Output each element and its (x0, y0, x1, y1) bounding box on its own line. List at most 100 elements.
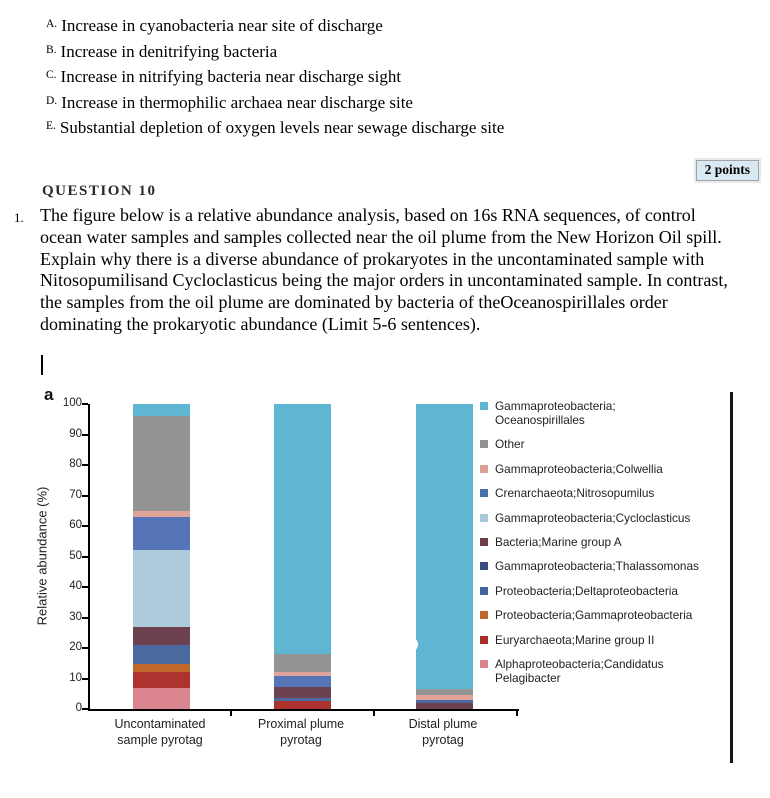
option-letter: C. (46, 69, 57, 82)
bar-segment (416, 699, 473, 704)
option-text: Increase in cyanobacteria near site of d… (61, 16, 383, 35)
legend-item: Crenarchaeota;Nitrosopumilus (480, 486, 736, 501)
bar-segment (274, 701, 331, 709)
option-letter: A. (46, 18, 58, 30)
bar-segment (274, 404, 331, 655)
bar-segment (133, 416, 190, 511)
answer-option-a: A. Increase in cyanobacteria near site of… (46, 16, 504, 42)
legend-label: Alphaproteobacteria;Candidatus Pelagibac… (495, 656, 664, 685)
bar-segment (133, 664, 190, 673)
plot-area (88, 404, 519, 711)
white-dot-artifact (403, 637, 418, 652)
option-letter: E. (46, 120, 56, 133)
legend-color-marker (480, 402, 488, 410)
answer-option-b: B. Increase in denitrifying bacteria (46, 42, 504, 68)
y-tick-label: 90 (69, 427, 82, 440)
y-tick-label: 80 (69, 458, 82, 470)
legend-item: Proteobacteria;Gammaproteobacteria (480, 608, 736, 623)
legend-color-marker (480, 537, 488, 546)
abundance-chart: a Relative abundance (%) 0 10 20 30 40 50 60 70… (0, 384, 770, 784)
bar-segment (133, 688, 190, 709)
legend-item: Gammaproteobacteria;Cycloclasticus (480, 510, 736, 526)
legend-item: Proteobacteria;Deltaproteobacteria (480, 583, 736, 599)
option-text: Increase in thermophilic archaea near di… (61, 92, 413, 112)
legend-label: Gammaproteobacteria; Oceanospirillales (495, 399, 616, 427)
y-tick-label: 20 (69, 641, 82, 653)
y-tick-label: 30 (69, 610, 82, 623)
bar-segment (416, 695, 473, 700)
legend-item: Alphaproteobacteria;Candidatus Pelagibac… (480, 656, 736, 686)
stacked-bar (416, 404, 473, 709)
bar-segment (274, 654, 331, 673)
legend-label: Gammaproteobacteria;Cycloclasticus (495, 510, 691, 525)
legend-label: Euryarchaeota;Marine group II (495, 632, 655, 647)
bar-segment (133, 626, 190, 645)
y-tick-mark (82, 494, 88, 497)
answer-option-d: D. Increase in thermophilic archaea near … (46, 93, 504, 119)
legend-item: Gammaproteobacteria;Thalassomonas (480, 559, 736, 574)
legend-color-marker (480, 489, 488, 498)
bar-segment (133, 516, 190, 551)
y-tick-mark (82, 586, 88, 588)
y-tick-mark (82, 555, 88, 558)
y-tick-label: 50 (69, 549, 82, 562)
answer-option-e: E. Substantial depletion of oxygen levels… (46, 118, 504, 144)
bar-segment (274, 687, 331, 698)
legend-color-marker (480, 586, 488, 595)
option-letter: B. (46, 43, 57, 56)
legend-color-marker (480, 440, 488, 449)
legend-color-marker (480, 635, 488, 644)
legend-color-marker (480, 562, 488, 571)
question-text: The figure below is a relative abundance… (40, 205, 728, 334)
bar-segment (133, 644, 190, 665)
answer-options-list: A. Increase in cyanobacteria near site of… (46, 16, 504, 144)
bar-segment (416, 689, 473, 696)
category-label: Distal plume pyrotag (408, 717, 478, 747)
points-badge: 2 points (695, 160, 759, 181)
bar-segment (133, 404, 190, 417)
y-tick-mark (82, 647, 88, 649)
legend-label: Bacteria;Marine group A (495, 534, 622, 549)
legend-item: Other (480, 437, 736, 452)
y-tick-label: 60 (69, 519, 82, 531)
legend-color-marker (480, 611, 488, 620)
legend-label: Other (495, 437, 525, 452)
y-tick-label: 0 (75, 702, 82, 714)
bar-segment (274, 675, 331, 688)
x-tick-mark (230, 711, 232, 716)
bar-segment (133, 550, 190, 627)
bar-segment (133, 510, 190, 517)
y-tick-mark (82, 464, 88, 466)
y-tick-mark (82, 708, 88, 710)
y-tick-mark (82, 433, 88, 436)
legend-label: Proteobacteria;Gammaproteobacteria (495, 608, 693, 623)
option-letter: D. (46, 94, 58, 107)
legend-color-marker (480, 513, 488, 522)
legend-color-marker (480, 659, 488, 668)
text-cursor[interactable] (41, 355, 43, 375)
legend-label: Proteobacteria;Deltaproteobacteria (495, 583, 678, 598)
answer-option-c: C. Increase in nitrifying bacteria near d… (46, 67, 504, 93)
bar-segment (416, 703, 473, 709)
y-tick-mark (82, 403, 88, 405)
chart-legend: Gammaproteobacteria; Oceanospirillales Ot… (480, 399, 736, 686)
option-text: Increase in nitrifying bacteria near dis… (60, 67, 402, 87)
bar-segment (133, 672, 190, 689)
y-tick-label: 70 (69, 488, 82, 501)
legend-item: Gammaproteobacteria;Colwellia (480, 462, 736, 477)
question-number: 1. (14, 210, 24, 225)
question-body: 1. The figure below is a relative abunda… (14, 205, 734, 336)
panel-label: a (44, 385, 54, 404)
option-text: Substantial depletion of oxygen levels n… (59, 118, 505, 138)
x-tick-mark (373, 711, 375, 716)
right-border-line (730, 392, 733, 763)
y-tick-label: 100 (62, 397, 82, 409)
y-tick-mark (82, 616, 88, 619)
legend-color-marker (480, 464, 488, 473)
y-tick-label: 10 (69, 671, 82, 684)
bar-segment (416, 404, 473, 690)
option-text: Increase in denitrifying bacteria (60, 41, 278, 61)
y-tick-label: 40 (69, 580, 82, 592)
legend-label: Gammaproteobacteria;Thalassomonas (495, 559, 699, 574)
